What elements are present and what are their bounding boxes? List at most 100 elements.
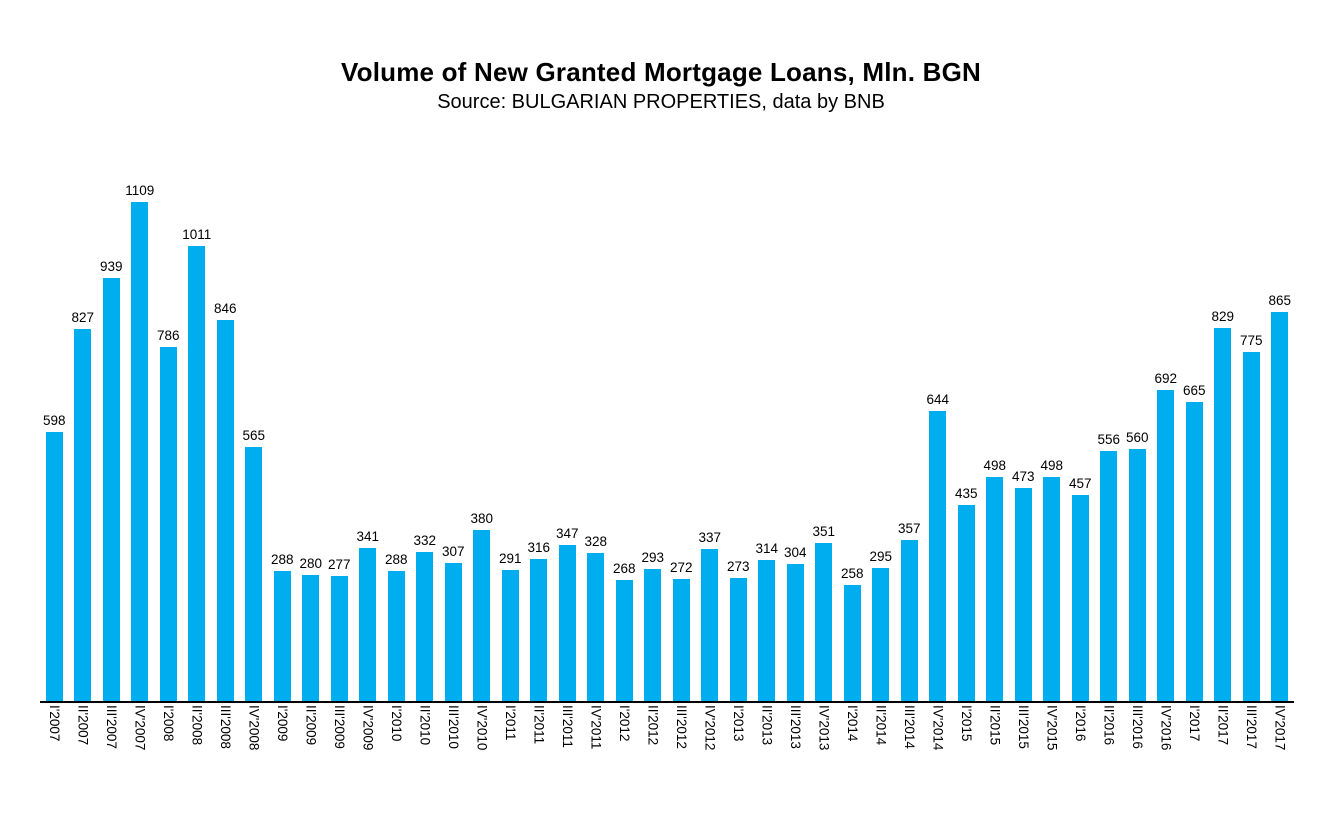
bar-value-label: 288 bbox=[270, 551, 294, 567]
bar bbox=[815, 543, 833, 701]
bar-value-label: 272 bbox=[669, 559, 693, 575]
bar-column: 288 bbox=[268, 161, 297, 701]
bar-value-label: 565 bbox=[242, 427, 266, 443]
bar-value-label: 665 bbox=[1182, 382, 1206, 398]
bar bbox=[530, 559, 548, 701]
bar-column: 457 bbox=[1066, 161, 1095, 701]
bar bbox=[131, 202, 149, 701]
x-axis-tick-label: IV'2009 bbox=[360, 705, 376, 751]
bar bbox=[843, 585, 861, 701]
plot-area: 598 827 939 1109 786 1011 846 565 288 280 277 341 28… bbox=[40, 161, 1294, 703]
x-axis-tick-label: IV'2013 bbox=[816, 705, 832, 751]
bar-value-label: 1109 bbox=[125, 182, 155, 198]
bar bbox=[188, 246, 206, 701]
bar-column: 598 bbox=[40, 161, 69, 701]
bar-value-label: 351 bbox=[812, 523, 836, 539]
bar-value-label: 304 bbox=[783, 544, 807, 560]
x-axis-tick-label: IV'2016 bbox=[1158, 705, 1174, 751]
bar bbox=[216, 320, 234, 701]
bar-column: 347 bbox=[553, 161, 582, 701]
bar bbox=[786, 564, 804, 701]
x-axis-tick-label: IV'2014 bbox=[930, 705, 946, 751]
bar-value-label: 829 bbox=[1211, 308, 1235, 324]
bar-column: 307 bbox=[439, 161, 468, 701]
x-axis-tick-label: IV'2011 bbox=[588, 705, 604, 750]
x-axis-tick-label: I'2016 bbox=[1073, 705, 1088, 742]
bar-column: 1109 bbox=[125, 161, 155, 701]
x-axis-tick-label: I'2014 bbox=[845, 705, 860, 742]
bar-column: 268 bbox=[610, 161, 639, 701]
bar-column: 939 bbox=[97, 161, 126, 701]
bar-column: 775 bbox=[1237, 161, 1266, 701]
x-axis-tick-label: III'2012 bbox=[674, 705, 689, 749]
bar bbox=[1157, 390, 1175, 701]
bar-value-label: 598 bbox=[42, 412, 66, 428]
bar-value-label: 337 bbox=[698, 529, 722, 545]
bar bbox=[558, 545, 576, 701]
bar-column: 341 bbox=[354, 161, 383, 701]
bar-value-label: 865 bbox=[1268, 292, 1292, 308]
bar bbox=[1214, 328, 1232, 701]
bar-value-label: 307 bbox=[441, 543, 465, 559]
bar-value-label: 291 bbox=[498, 550, 522, 566]
bar-column: 295 bbox=[867, 161, 896, 701]
bar bbox=[245, 447, 263, 701]
bar-column: 314 bbox=[753, 161, 782, 701]
bar-column: 644 bbox=[924, 161, 953, 701]
bar-column: 258 bbox=[838, 161, 867, 701]
bar bbox=[1014, 488, 1032, 701]
bar bbox=[444, 563, 462, 701]
x-axis-tick-label: III'2016 bbox=[1130, 705, 1145, 749]
x-axis-tick-label: IV'2012 bbox=[702, 705, 718, 751]
bar bbox=[644, 569, 662, 701]
bar-value-label: 280 bbox=[299, 555, 323, 571]
bar bbox=[986, 477, 1004, 701]
bar-column: 498 bbox=[981, 161, 1010, 701]
bar-value-label: 295 bbox=[869, 548, 893, 564]
x-axis-tick-label: II'2017 bbox=[1215, 705, 1231, 746]
x-axis-tick-label: I'2009 bbox=[275, 705, 290, 742]
x-axis-tick-label: III'2009 bbox=[332, 705, 347, 749]
x-axis-tick-label: III'2007 bbox=[104, 705, 119, 749]
bar bbox=[701, 549, 719, 701]
bar-value-label: 827 bbox=[71, 309, 95, 325]
bar bbox=[758, 560, 776, 701]
bar bbox=[102, 278, 120, 701]
bar-column: 273 bbox=[724, 161, 753, 701]
x-axis-tick-label: II'2013 bbox=[759, 705, 775, 746]
bar-column: 560 bbox=[1123, 161, 1152, 701]
x-axis-tick-label: IV'2008 bbox=[246, 705, 262, 751]
bar-value-label: 268 bbox=[612, 560, 636, 576]
x-axis-tick-label: III'2008 bbox=[218, 705, 233, 749]
x-axis-tick-label: III'2014 bbox=[902, 705, 917, 749]
bar-column: 692 bbox=[1152, 161, 1181, 701]
bar bbox=[615, 580, 633, 701]
bar bbox=[900, 540, 918, 701]
bar-value-label: 258 bbox=[840, 565, 864, 581]
bar bbox=[1128, 449, 1146, 701]
bar-column: 498 bbox=[1038, 161, 1067, 701]
bar-column: 316 bbox=[525, 161, 554, 701]
bar-value-label: 457 bbox=[1068, 475, 1092, 491]
bar-value-label: 347 bbox=[555, 525, 579, 541]
x-axis-tick-label: I'2015 bbox=[959, 705, 974, 742]
bar bbox=[929, 411, 947, 701]
bar-column: 865 bbox=[1266, 161, 1295, 701]
x-axis-tick-label: I'2008 bbox=[161, 705, 176, 742]
bar bbox=[1185, 402, 1203, 701]
bar bbox=[1100, 451, 1118, 701]
x-axis-tick-label: I'2017 bbox=[1187, 705, 1202, 742]
bar-column: 351 bbox=[810, 161, 839, 701]
x-axis-tick-label: III'2010 bbox=[446, 705, 461, 749]
bar bbox=[672, 579, 690, 701]
bar bbox=[359, 548, 377, 701]
x-axis-tick-label: II'2007 bbox=[75, 705, 91, 746]
bar-value-label: 380 bbox=[470, 510, 494, 526]
bar-column: 829 bbox=[1209, 161, 1238, 701]
bar-value-label: 473 bbox=[1011, 468, 1035, 484]
x-axis-tick-label: II'2016 bbox=[1101, 705, 1117, 746]
bar-column: 565 bbox=[240, 161, 269, 701]
bar-value-label: 328 bbox=[584, 533, 608, 549]
x-axis-tick-label: II'2008 bbox=[189, 705, 205, 746]
bar-value-label: 644 bbox=[926, 391, 950, 407]
